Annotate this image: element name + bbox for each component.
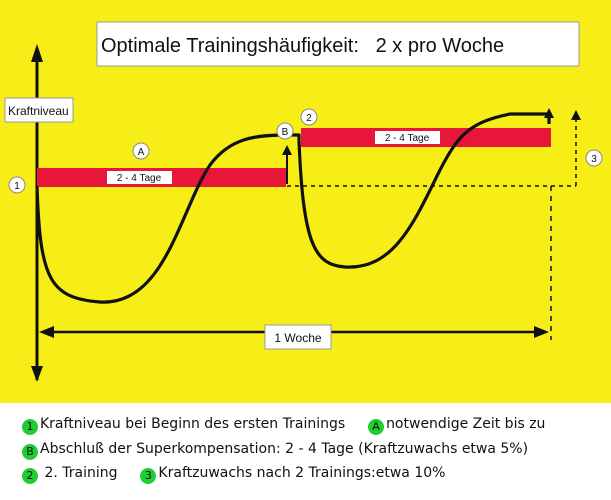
arrow-b-head-icon: [282, 145, 292, 155]
legend-text-2: 2. Training: [44, 465, 118, 481]
legend-badge-2: 2: [22, 468, 38, 484]
y-axis-label-box: [4, 97, 74, 123]
legend-row-2: B Abschluß der Superkompensation: 2 - 4 T…: [22, 441, 528, 460]
legend-badge-a: A: [368, 419, 385, 435]
diagram-title: Optimale Trainingshäufigkeit: 2 x pro Wo…: [101, 35, 504, 57]
marker-2: 2: [300, 108, 318, 126]
title-box: [96, 21, 580, 67]
recovery-bar-first-label-box: [107, 171, 172, 184]
marker-3: 3: [585, 149, 603, 167]
marker-1: 1: [8, 176, 26, 194]
svg-text:1: 1: [14, 181, 20, 192]
svg-text:3: 3: [591, 154, 597, 165]
legend-badge-b: B: [22, 444, 38, 460]
strength-curve: [35, 112, 551, 304]
week-arrow-right-icon: [534, 326, 549, 338]
week-label-box: [264, 324, 332, 350]
legend-row-1: 1 Kraftniveau bei Beginn des ersten Train…: [22, 416, 545, 435]
week-arrow-left-icon: [39, 326, 54, 338]
arrow-end-head-icon: [544, 108, 554, 118]
legend-text-b: Abschluß der Superkompensation: 2 - 4 Ta…: [40, 441, 529, 457]
svg-text:2: 2: [306, 113, 312, 124]
marker-b: B: [276, 122, 294, 140]
svg-text:A: A: [138, 147, 145, 158]
y-axis-label: Kraftniveau: [8, 104, 69, 118]
legend-badge-1: 1: [22, 419, 38, 435]
recovery-bar-second-label: 2 - 4 Tage: [385, 133, 430, 144]
marker-a: A: [132, 142, 150, 160]
legend-text-3: Kraftzuwachs nach 2 Trainings:etwa 10%: [158, 465, 446, 481]
legend-text-a: notwendige Zeit bis zu: [386, 416, 546, 432]
dashed-gain-arrow-icon: [571, 110, 581, 120]
week-label: 1 Woche: [274, 331, 321, 345]
legend-row-3: 2 2. Training 3 Kraftzuwachs nach 2 Train…: [22, 465, 445, 484]
y-axis-arrow-up-icon: [31, 44, 43, 62]
legend-text-1: Kraftniveau bei Beginn des ersten Traini…: [40, 416, 346, 432]
svg-text:B: B: [282, 127, 289, 138]
legend-badge-3: 3: [140, 468, 157, 484]
recovery-bar-first-label: 2 - 4 Tage: [117, 173, 162, 184]
recovery-bar-second-label-box: [375, 131, 440, 144]
y-axis-arrow-down-icon: [31, 366, 43, 382]
